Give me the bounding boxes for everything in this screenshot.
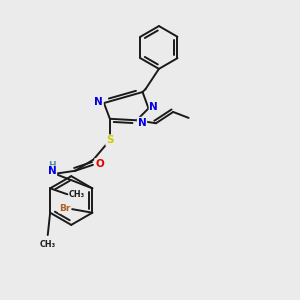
Text: CH₃: CH₃ bbox=[69, 190, 85, 199]
Text: N: N bbox=[149, 102, 158, 112]
Text: O: O bbox=[95, 159, 104, 169]
Text: S: S bbox=[106, 135, 114, 145]
Text: Br: Br bbox=[59, 204, 70, 213]
Text: N: N bbox=[94, 97, 103, 106]
Text: N: N bbox=[47, 167, 56, 176]
Text: N: N bbox=[138, 118, 146, 128]
Text: CH₃: CH₃ bbox=[40, 240, 56, 249]
Text: H: H bbox=[48, 161, 56, 170]
